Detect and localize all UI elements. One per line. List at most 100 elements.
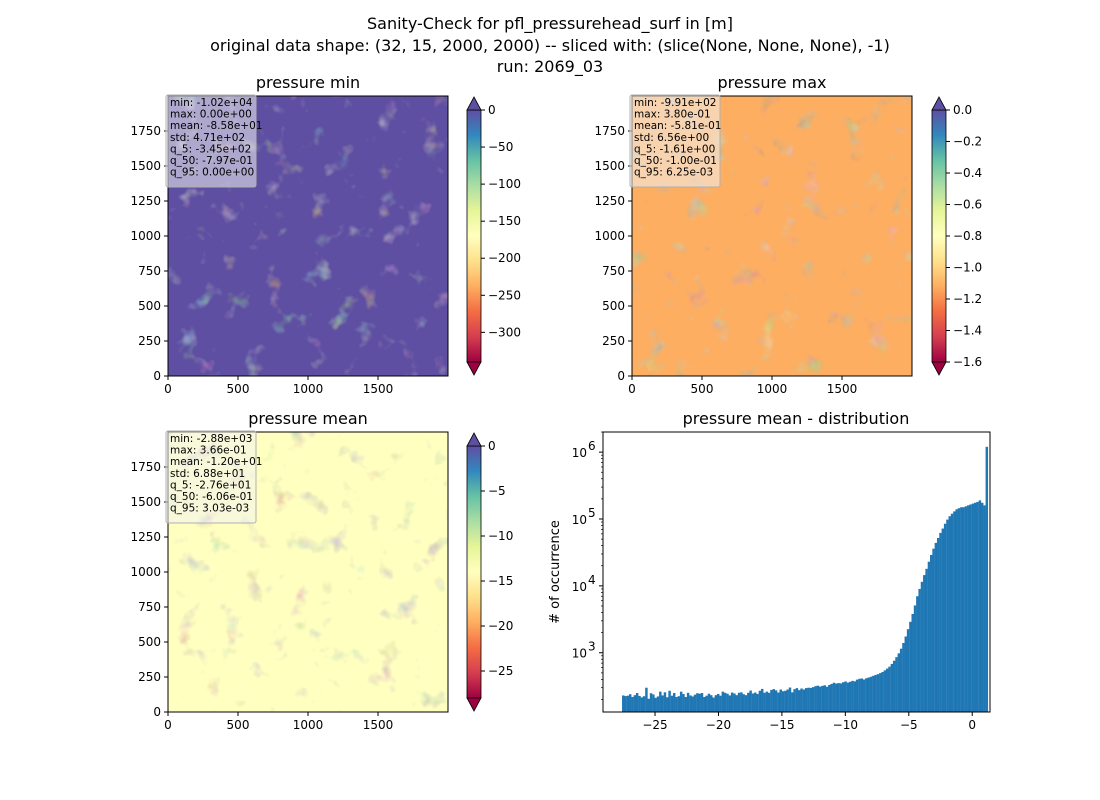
stats-line: min: -9.91e+02 [634, 97, 716, 109]
histogram-bar [953, 511, 956, 712]
histogram-bar [879, 673, 882, 712]
colorbar-tick-label: −250 [488, 288, 521, 302]
histogram-bar [899, 648, 903, 712]
x-tick-label: 1000 [293, 718, 324, 732]
histogram-bar [747, 692, 750, 712]
x-tick-label: 1000 [757, 382, 788, 396]
histogram-bar [774, 690, 778, 712]
x-tick-label: 1500 [827, 382, 858, 396]
x-tick-label: −20 [706, 718, 731, 732]
y-tick-exponent: 3 [588, 640, 596, 654]
histogram-bar [828, 684, 831, 712]
stats-line: mean: -1.20e+01 [170, 456, 262, 468]
histogram-bar [626, 695, 630, 712]
histogram-bar [703, 696, 706, 712]
histogram-bar [853, 681, 857, 712]
histogram-bar [730, 692, 734, 712]
y-tick-label: 10 [572, 580, 587, 594]
y-tick-label: 500 [138, 635, 161, 649]
histogram-bar [960, 507, 963, 712]
histogram-bar [823, 685, 826, 712]
histogram-bar [811, 687, 815, 712]
histogram-bar [862, 679, 866, 712]
histogram-bar [962, 507, 965, 712]
histogram-bar [858, 678, 861, 712]
histogram-bar [696, 693, 699, 712]
colorbar-extend-min [466, 697, 482, 712]
histogram-bar [742, 694, 745, 712]
suptitle-line-2: original data shape: (32, 15, 2000, 2000… [210, 36, 890, 55]
y-axis-ticks: 0 250 500 750 1000 1250 1500 1750 [594, 124, 632, 383]
histogram-bar [909, 621, 912, 712]
histogram-bar [645, 687, 648, 712]
colorbar-gradient [931, 109, 947, 363]
y-tick-exponent: 6 [588, 439, 596, 453]
histogram-bar [825, 686, 829, 712]
stats-box-background [165, 430, 257, 524]
colorbar-tick-label: 0 [488, 439, 496, 453]
histogram-bar [659, 691, 662, 712]
histogram-bar [767, 692, 771, 712]
histogram-bar [781, 691, 785, 712]
stats-line: q_50: -7.97e-01 [170, 155, 253, 167]
histogram-bar [807, 687, 810, 712]
x-tick-label: −15 [769, 718, 794, 732]
histogram-bar [765, 691, 769, 712]
histogram-bar [635, 693, 639, 712]
colorbar-tick-label: 0.0 [953, 103, 972, 117]
histogram-bar [842, 682, 845, 712]
histogram-bar [654, 697, 657, 712]
stats-line: q_50: -1.00e-01 [634, 155, 717, 167]
histogram-bar [946, 519, 949, 712]
histogram-bar [795, 688, 799, 712]
stats-line: q_5: -3.45e+02 [170, 143, 251, 155]
histogram-bar [640, 697, 644, 712]
histogram-bar [985, 446, 989, 712]
stats-line: max: 3.80e-01 [634, 109, 711, 121]
colorbar-tick-label: −1.0 [953, 261, 982, 275]
stats-line: min: -2.88e+03 [170, 433, 252, 445]
histogram-bar [927, 561, 931, 712]
x-axis-ticks: 0 500 1000 1500 [164, 376, 393, 396]
y-tick-label: 0 [617, 369, 625, 383]
histogram-bar [749, 690, 752, 712]
colorbar-tick-label: −20 [488, 619, 513, 633]
y-tick-label: 250 [138, 334, 161, 348]
histogram-bar [638, 695, 641, 712]
y-axis-ticks: 0 250 500 750 1000 1250 1500 1750 [130, 124, 168, 383]
colorbar-gradient [466, 445, 482, 699]
histogram-bar [902, 642, 905, 712]
histogram-bar [628, 694, 632, 712]
colorbar-tick-label: −1.2 [953, 292, 982, 306]
x-tick-label: −25 [642, 718, 667, 732]
x-axis-ticks: 0 500 1000 1500 [164, 712, 393, 732]
x-axis-ticks: 0 500 1000 1500 [628, 376, 857, 396]
histogram-bar [668, 690, 671, 712]
y-tick-label: 500 [138, 299, 161, 313]
histogram-bar [798, 690, 801, 712]
colorbar-tick-label: −10 [488, 529, 513, 543]
stats-line: std: 6.88e+01 [170, 468, 245, 480]
histogram-bar [705, 695, 708, 712]
stats-line: mean: -8.58e+01 [170, 120, 262, 132]
y-tick-label: 1500 [130, 495, 161, 509]
histogram-bar [976, 501, 979, 712]
panel-title: pressure mean - distribution [683, 409, 910, 428]
x-tick-label: 0 [628, 382, 636, 396]
histogram-bar [957, 508, 961, 712]
heatmap-image [168, 432, 448, 712]
histogram-bar [983, 505, 986, 712]
y-tick-label: 10 [572, 446, 587, 460]
histogram-bar [897, 653, 901, 712]
histogram-bar [844, 681, 847, 712]
stats-line: q_95: 6.25e-03 [634, 167, 713, 179]
histogram-bar [656, 696, 660, 712]
histogram-bar [777, 692, 780, 712]
y-tick-label: 1500 [130, 159, 161, 173]
histogram-bars [622, 446, 989, 712]
stats-line: max: 0.00e+00 [170, 109, 252, 121]
colorbar-tick-label: −1.4 [953, 324, 982, 338]
histogram-bar [974, 502, 977, 712]
y-tick-label: 250 [138, 670, 161, 684]
histogram-bar [876, 674, 880, 712]
